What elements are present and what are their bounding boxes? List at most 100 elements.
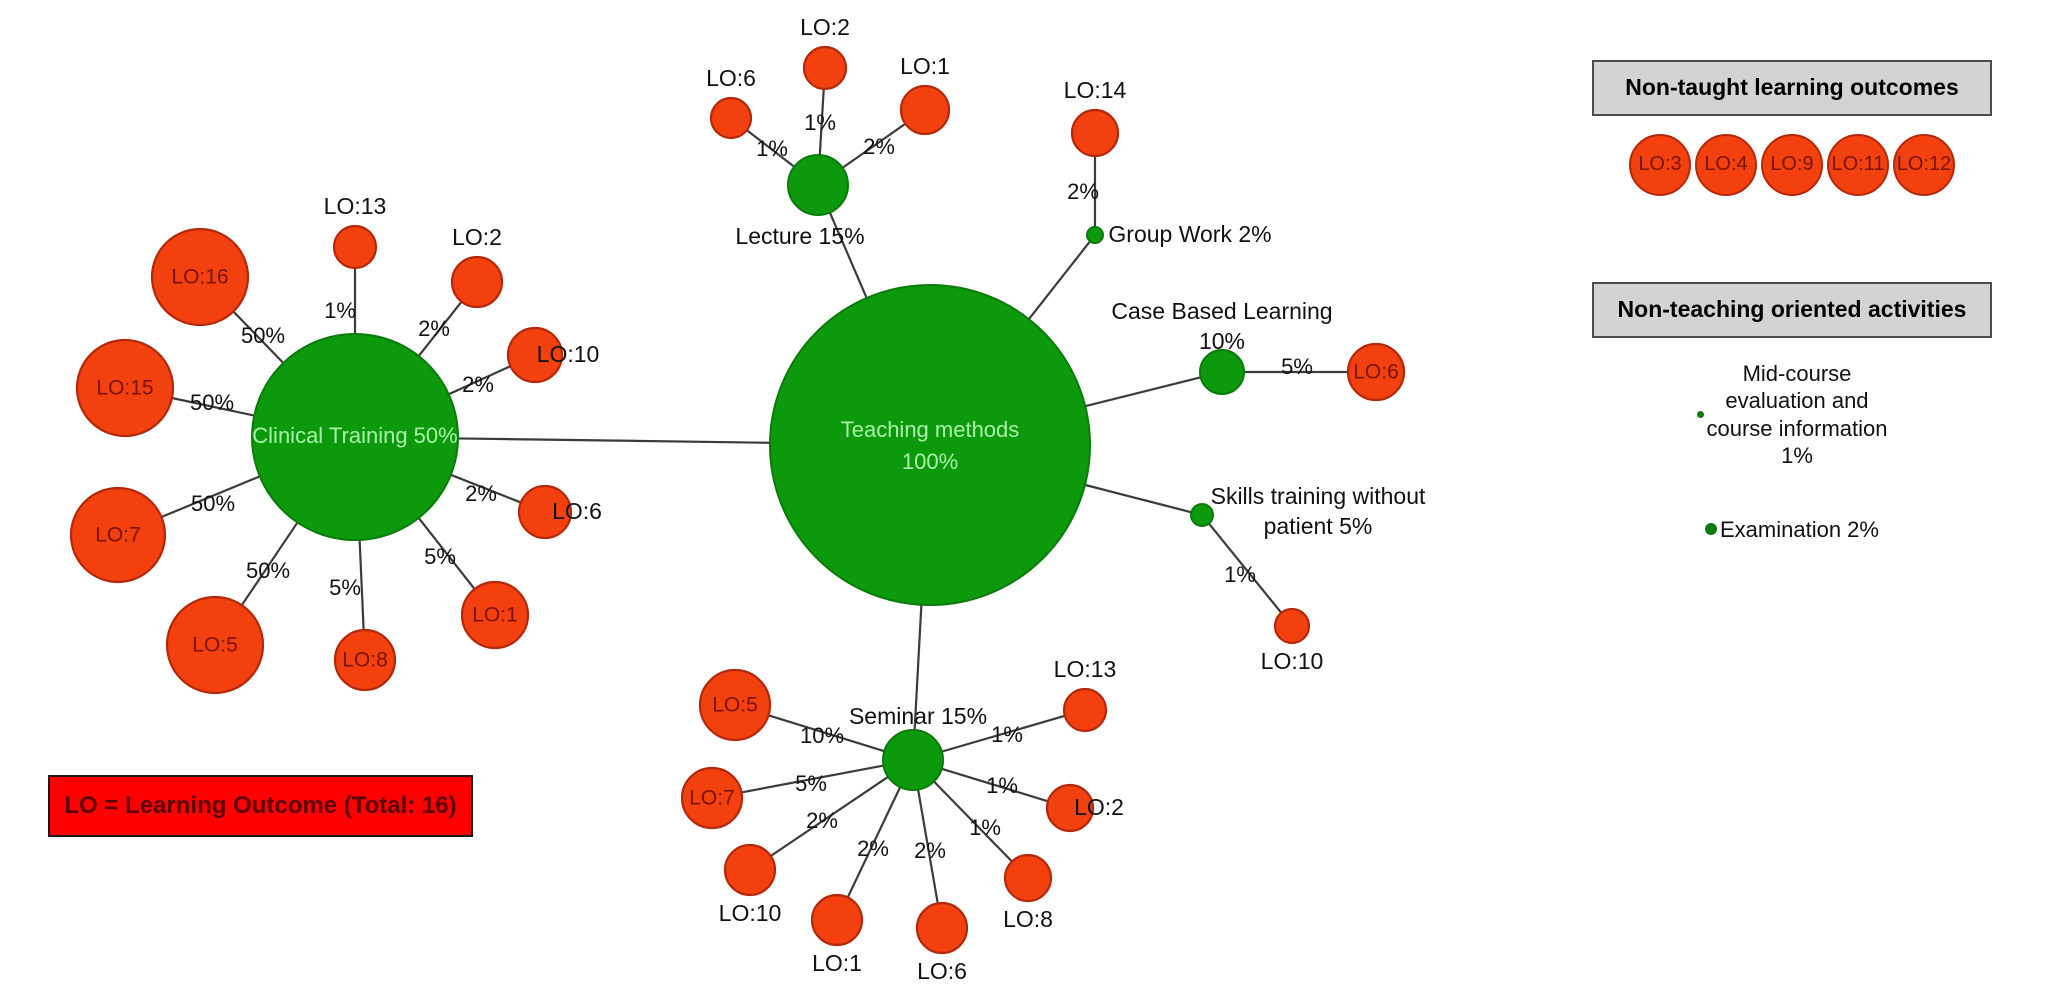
- outcome-node-seminar-lo-13[interactable]: [1062, 687, 1108, 733]
- outcome-label-clinical-training-2: LO:7: [95, 524, 141, 547]
- outcome-node-clinical-training-lo-2[interactable]: [450, 255, 504, 309]
- method-node-clinical-training[interactable]: [251, 333, 459, 541]
- non-teaching-activity-label-1: Examination 2%: [1720, 516, 1879, 542]
- outcome-node-seminar-lo-6[interactable]: [915, 901, 969, 955]
- outcome-node-clinical-training-lo-6[interactable]: [517, 484, 573, 540]
- panel-non-teaching-header: Non-teaching oriented activities: [1592, 282, 1992, 338]
- outcome-label-lecture-0: LO:6: [706, 65, 756, 91]
- edge-clinical-training-to-outcome-4: [358, 539, 365, 631]
- outcome-node-seminar-lo-2[interactable]: [1045, 783, 1095, 833]
- edge-clinical-training-to-outcome-5: [417, 517, 476, 590]
- edge-weight-seminar-4: 2%: [914, 838, 946, 863]
- edge-weight-seminar-7: 1%: [991, 722, 1023, 747]
- edge-lecture-to-outcome-0: [746, 129, 795, 168]
- edge-skills-training-to-outcome-0: [1208, 522, 1283, 614]
- edge-weight-clinical-training-9: 1%: [324, 298, 356, 323]
- edge-weight-clinical-training-8: 2%: [418, 316, 450, 341]
- method-node-seminar[interactable]: [882, 729, 944, 791]
- outcome-node-seminar-lo-8[interactable]: [1003, 853, 1053, 903]
- outcome-node-clinical-training-lo-1[interactable]: [460, 580, 530, 650]
- outcome-node-lecture-lo-1[interactable]: [899, 84, 951, 136]
- outcome-node-seminar-lo-1[interactable]: [810, 893, 864, 947]
- edge-seminar-to-outcome-7: [941, 714, 1066, 753]
- method-label-case-based-learning: Case Based Learning 10%: [1111, 298, 1332, 354]
- edge-clinical-training-to-outcome-1: [171, 396, 255, 417]
- panel-non-taught-header: Non-taught learning outcomes: [1592, 60, 1992, 116]
- learning-outcome-key-text: LO = Learning Outcome (Total: 16): [64, 792, 457, 819]
- outcome-label-clinical-training-7: LO:10: [537, 341, 600, 367]
- edge-clinical-training-to-outcome-2: [161, 475, 261, 519]
- edge-weight-clinical-training-7: 2%: [462, 372, 494, 397]
- non-teaching-activity-item-0[interactable]: Mid-course evaluation and course informati…: [1592, 360, 1992, 470]
- edge-weight-seminar-2: 2%: [806, 808, 838, 833]
- non-taught-outcome-lo-9[interactable]: LO:9: [1761, 133, 1823, 196]
- outcome-label-seminar-3: LO:1: [812, 950, 862, 976]
- edge-weight-seminar-3: 2%: [857, 836, 889, 861]
- edge-weight-seminar-6: 1%: [986, 773, 1018, 798]
- method-node-skills-training[interactable]: [1190, 503, 1214, 527]
- edge-teaching-methods-to-group-work: [1027, 240, 1091, 320]
- edges-layer: [161, 88, 1348, 904]
- edge-teaching-methods-to-skills-training: [1084, 483, 1192, 514]
- outcome-label-lecture-2: LO:1: [900, 53, 950, 79]
- outcome-label-seminar-2: LO:10: [719, 900, 782, 926]
- edge-seminar-to-outcome-2: [770, 775, 889, 857]
- activity-bullet-dot-icon: [1705, 523, 1717, 536]
- outcome-label-seminar-0: LO:5: [712, 694, 758, 717]
- outcome-node-lecture-lo-6[interactable]: [709, 96, 753, 140]
- method-label-lecture: Lecture 15%: [735, 223, 864, 249]
- method-label-seminar: Seminar 15%: [849, 703, 987, 729]
- nodes-layer: [69, 45, 1406, 955]
- edge-weight-lecture-1: 1%: [804, 110, 836, 135]
- outcome-label-seminar-1: LO:7: [689, 787, 735, 810]
- outcome-node-clinical-training-lo-13[interactable]: [332, 224, 378, 270]
- outcome-node-group-work-lo-14[interactable]: [1070, 108, 1120, 158]
- edge-teaching-methods-to-seminar: [913, 604, 923, 731]
- outcome-node-clinical-training-lo-7[interactable]: [69, 486, 167, 584]
- outcome-label-clinical-training-0: LO:16: [171, 266, 228, 289]
- outcome-node-seminar-lo-10[interactable]: [723, 843, 777, 897]
- non-taught-outcome-lo-3[interactable]: LO:3: [1629, 133, 1691, 196]
- edge-seminar-to-outcome-0: [768, 714, 885, 753]
- outcome-node-lecture-lo-2[interactable]: [802, 45, 848, 91]
- method-node-lecture[interactable]: [787, 154, 849, 216]
- outcome-node-skills-training-lo-10[interactable]: [1273, 607, 1311, 645]
- outcome-node-seminar-lo-7[interactable]: [680, 766, 744, 830]
- method-label-skills-training: Skills training without patient 5%: [1211, 483, 1426, 539]
- outcome-node-clinical-training-lo-5[interactable]: [165, 595, 265, 695]
- method-node-group-work[interactable]: [1086, 226, 1104, 244]
- method-node-case-based-learning[interactable]: [1199, 349, 1245, 395]
- outcome-label-skills-training-0: LO:10: [1261, 648, 1324, 674]
- labels-layer: LO:16 50% LO:15 50% LO:7 50% LO:5 50% LO:8 5% LO:1…: [95, 14, 1426, 984]
- outcome-node-seminar-lo-5[interactable]: [698, 668, 772, 742]
- non-teaching-activity-label-0: Mid-course evaluation and course informati…: [1706, 360, 1888, 469]
- edge-weight-lecture-2: 2%: [863, 134, 895, 159]
- non-teaching-activity-item-1[interactable]: Examination 2%: [1592, 516, 1992, 544]
- outcome-label-clinical-training-9: LO:13: [324, 193, 387, 219]
- non-taught-outcome-lo-11[interactable]: LO:11: [1827, 133, 1889, 196]
- edge-clinical-training-to-outcome-3: [240, 521, 299, 606]
- non-taught-outcome-list: LO:3 LO:4 LO:9 LO:11 LO:12: [1592, 133, 1992, 196]
- edge-weight-clinical-training-3: 50%: [246, 558, 290, 583]
- outcome-node-clinical-training-lo-16[interactable]: [150, 227, 250, 327]
- outcome-node-case-based-learning-lo-6[interactable]: [1346, 342, 1406, 402]
- edge-weight-skills-training-0: 1%: [1224, 562, 1256, 587]
- edge-weight-seminar-5: 1%: [969, 815, 1001, 840]
- non-taught-outcome-lo-12[interactable]: LO:12: [1893, 133, 1955, 196]
- outcome-label-group-work-0: LO:14: [1064, 77, 1127, 103]
- edge-weight-seminar-0: 10%: [800, 723, 844, 748]
- center-node-label: Teaching methods 100%: [841, 417, 1020, 474]
- outcome-label-clinical-training-8: LO:2: [452, 224, 502, 250]
- method-node-teaching-methods[interactable]: [769, 284, 1091, 606]
- outcome-node-clinical-training-lo-10[interactable]: [506, 326, 564, 384]
- outcome-node-clinical-training-lo-15[interactable]: [75, 338, 175, 438]
- outcome-label-lecture-1: LO:2: [800, 14, 850, 40]
- outcome-node-clinical-training-lo-8[interactable]: [333, 628, 397, 692]
- edge-weight-lecture-0: 1%: [756, 136, 788, 161]
- edge-weight-clinical-training-4: 5%: [329, 575, 361, 600]
- edge-teaching-methods-to-lecture: [828, 212, 868, 299]
- non-taught-outcome-lo-4[interactable]: LO:4: [1695, 133, 1757, 196]
- edge-clinical-training-to-outcome-6: [450, 473, 522, 504]
